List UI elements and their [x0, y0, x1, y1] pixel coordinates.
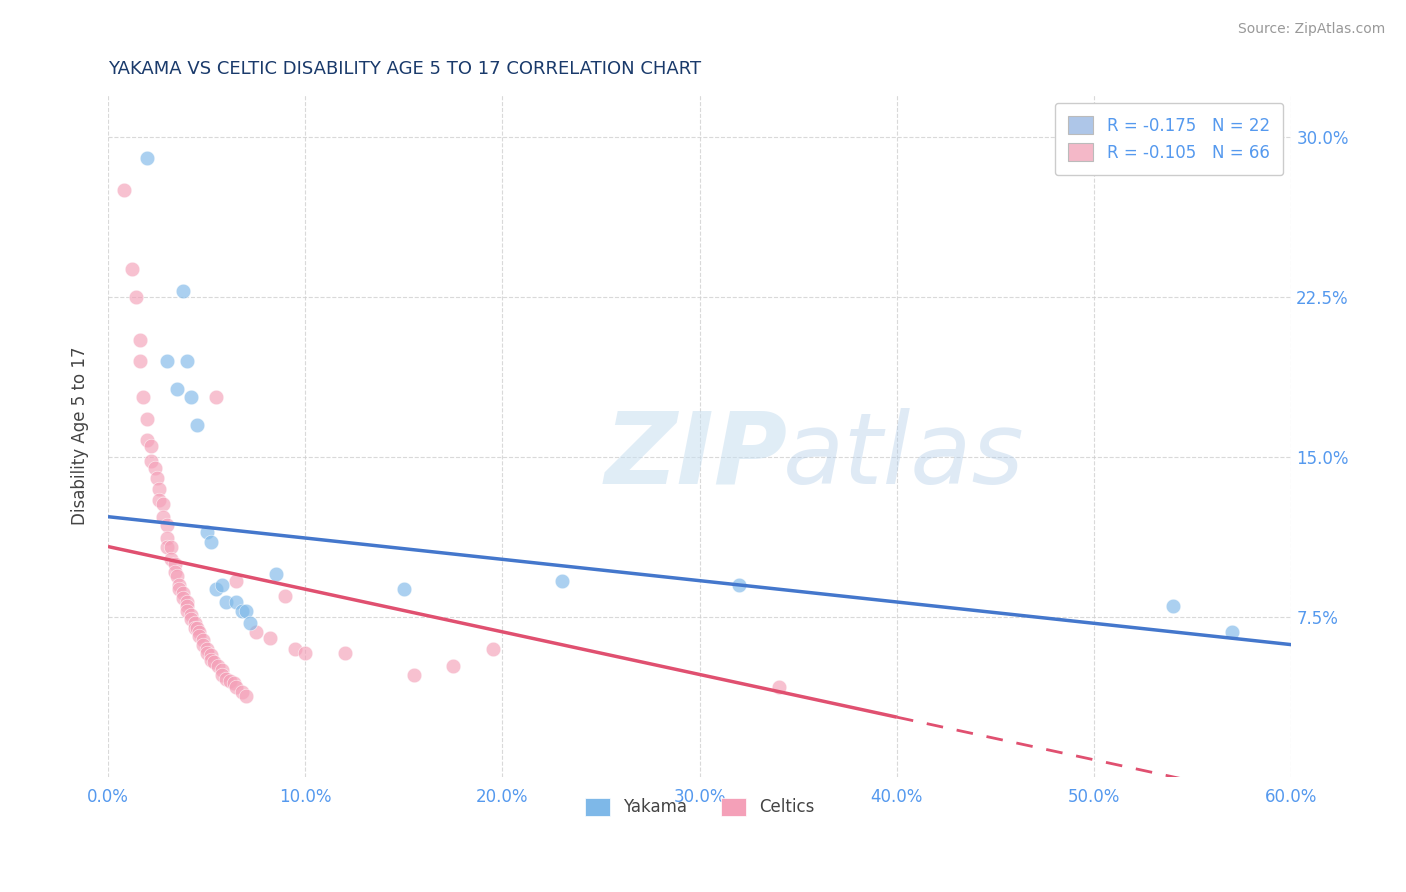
Point	[481, 641, 503, 656]
Point	[211, 578, 233, 592]
Point	[195, 646, 218, 660]
Point	[152, 497, 174, 511]
Point	[166, 382, 188, 396]
Point	[143, 460, 166, 475]
Point	[205, 390, 228, 404]
Point	[167, 578, 190, 592]
Point	[274, 589, 297, 603]
Point	[225, 681, 247, 695]
Point	[136, 433, 159, 447]
Point	[156, 518, 179, 533]
Point	[152, 509, 174, 524]
Point	[294, 646, 316, 660]
Point	[160, 552, 183, 566]
Point	[219, 673, 242, 688]
Point	[225, 595, 247, 609]
Point	[187, 629, 209, 643]
Point	[176, 599, 198, 614]
Point	[187, 624, 209, 639]
Point	[172, 591, 194, 605]
Point	[128, 333, 150, 347]
Point	[231, 684, 253, 698]
Point	[176, 595, 198, 609]
Point	[441, 659, 464, 673]
Point	[215, 595, 238, 609]
Point	[200, 648, 222, 663]
Point	[231, 603, 253, 617]
Point	[239, 616, 262, 631]
Point	[200, 535, 222, 549]
Point	[172, 284, 194, 298]
Point	[211, 663, 233, 677]
Point	[146, 471, 169, 485]
Text: ZIP: ZIP	[605, 408, 787, 505]
Point	[191, 633, 214, 648]
Point	[211, 667, 233, 681]
Point	[180, 607, 202, 622]
Point	[132, 390, 155, 404]
Point	[333, 646, 356, 660]
Point	[245, 624, 267, 639]
Point	[176, 603, 198, 617]
Y-axis label: Disability Age 5 to 17: Disability Age 5 to 17	[72, 346, 89, 524]
Point	[205, 582, 228, 597]
Point	[148, 482, 170, 496]
Point	[191, 638, 214, 652]
Point	[166, 569, 188, 583]
Text: atlas: atlas	[783, 408, 1024, 505]
Point	[215, 672, 238, 686]
Point	[141, 454, 163, 468]
Point	[156, 540, 179, 554]
Point	[768, 681, 790, 695]
Point	[184, 621, 207, 635]
Point	[128, 354, 150, 368]
Point	[1220, 624, 1243, 639]
Text: YAKAMA VS CELTIC DISABILITY AGE 5 TO 17 CORRELATION CHART: YAKAMA VS CELTIC DISABILITY AGE 5 TO 17 …	[108, 60, 702, 78]
Point	[195, 524, 218, 539]
Point	[1161, 599, 1184, 614]
Point	[163, 557, 186, 571]
Point	[235, 603, 257, 617]
Point	[186, 621, 208, 635]
Point	[200, 652, 222, 666]
Point	[156, 354, 179, 368]
Point	[264, 567, 287, 582]
Point	[728, 578, 751, 592]
Point	[225, 574, 247, 588]
Point	[156, 531, 179, 545]
Point	[392, 582, 415, 597]
Point	[550, 574, 572, 588]
Point	[284, 641, 307, 656]
Point	[148, 492, 170, 507]
Point	[176, 354, 198, 368]
Point	[172, 586, 194, 600]
Point	[207, 659, 229, 673]
Point	[136, 152, 159, 166]
Point	[121, 262, 143, 277]
Point	[402, 667, 425, 681]
Text: Source: ZipAtlas.com: Source: ZipAtlas.com	[1237, 22, 1385, 37]
Point	[180, 390, 202, 404]
Point	[224, 676, 246, 690]
Point	[163, 565, 186, 579]
Point	[195, 641, 218, 656]
Point	[124, 290, 146, 304]
Point	[180, 612, 202, 626]
Point	[136, 411, 159, 425]
Point	[186, 417, 208, 432]
Point	[112, 183, 135, 197]
Point	[235, 689, 257, 703]
Point	[141, 439, 163, 453]
Point	[167, 582, 190, 597]
Point	[184, 616, 207, 631]
Point	[204, 655, 226, 669]
Point	[259, 632, 281, 646]
Legend: Yakama, Celtics: Yakama, Celtics	[578, 791, 821, 823]
Point	[160, 540, 183, 554]
